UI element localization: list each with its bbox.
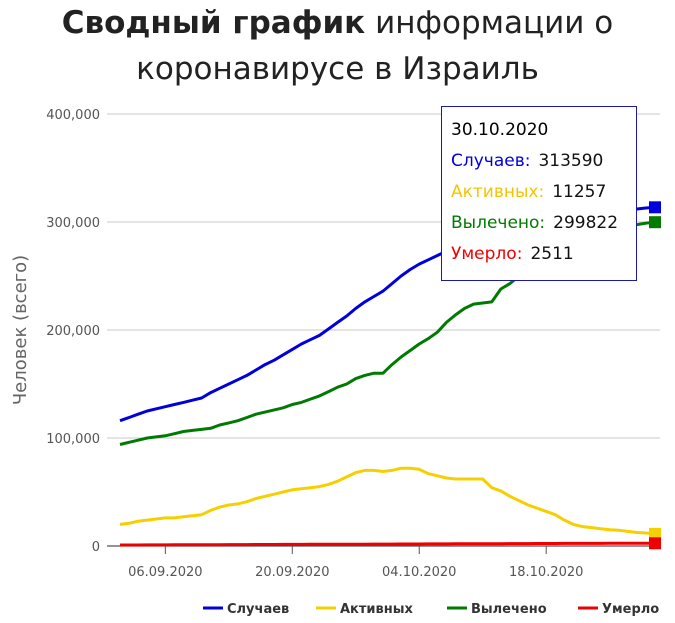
- y-axis-label: Человек (всего): [10, 255, 31, 405]
- y-tick-label: 400,000: [46, 108, 100, 123]
- tooltip-date-text: 30.10.2020: [451, 120, 549, 140]
- tooltip-label-active: Активных:: [451, 182, 545, 202]
- y-tick-label: 200,000: [46, 324, 100, 339]
- title-line-2: коронавирусе в Израиль: [136, 51, 539, 87]
- tooltip-value-recovered: 299822: [553, 213, 619, 233]
- x-tick-label: 06.09.2020: [128, 565, 202, 580]
- tooltip-value-active: 11257: [552, 182, 607, 202]
- hover-tooltip: 30.10.2020 Случаев: 313590 Активных: 11257…: [441, 106, 637, 281]
- legend-label-1: Активных: [340, 602, 413, 617]
- legend-label-2: Вылечено: [471, 602, 547, 617]
- tooltip-label-cases: Случаев:: [451, 151, 531, 171]
- tooltip-label-recovered: Вылечено:: [451, 213, 546, 233]
- series-end-marker-1: [649, 527, 661, 540]
- series-line-3: [120, 541, 655, 547]
- x-tick-label: 20.09.2020: [255, 565, 329, 580]
- series-end-marker-2: [649, 216, 661, 229]
- tooltip-row-active: Активных: 11257: [451, 181, 636, 212]
- tooltip-label-deaths: Умерло:: [451, 244, 523, 264]
- title-line-1: Сводный график информации о: [0, 0, 675, 46]
- tooltip-row-cases: Случаев: 313590: [451, 150, 636, 181]
- legend-label-3: Умерло: [602, 602, 659, 617]
- series-line-1: [119, 466, 656, 536]
- legend: Случаев Активных Вылечено Умерло: [203, 602, 659, 617]
- chart-title: Сводный график информации о коронавирусе…: [0, 0, 675, 92]
- legend-label-0: Случаев: [227, 602, 289, 617]
- y-tick-label: 100,000: [46, 432, 100, 447]
- y-tick-labels: 0 100,000 200,000 300,000 400,000: [46, 108, 100, 555]
- tooltip-date: 30.10.2020: [451, 119, 636, 150]
- tooltip-value-deaths: 2511: [530, 244, 574, 264]
- tooltip-row-deaths: Умерло: 2511: [451, 243, 636, 274]
- y-tick-label: 300,000: [46, 216, 100, 231]
- end-markers: [649, 201, 661, 550]
- series-end-marker-0: [649, 201, 661, 214]
- y-tick-label: 0: [92, 540, 100, 555]
- title-bold: Сводный график: [61, 5, 366, 41]
- title-rest: информации о: [375, 5, 614, 41]
- x-tick-label: 04.10.2020: [382, 565, 456, 580]
- x-tick-label: 18.10.2020: [509, 565, 583, 580]
- tooltip-value-cases: 313590: [538, 151, 604, 171]
- series-end-marker-3: [649, 537, 661, 550]
- tooltip-row-recovered: Вылечено: 299822: [451, 212, 636, 243]
- x-axis: 06.09.2020 20.09.2020 04.10.2020 18.10.2020: [107, 545, 660, 580]
